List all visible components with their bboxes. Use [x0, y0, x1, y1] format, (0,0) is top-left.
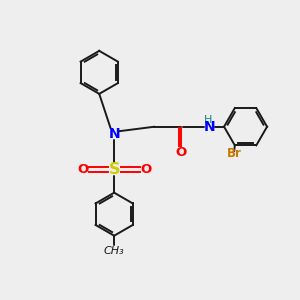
Text: N: N	[204, 120, 215, 134]
Text: O: O	[140, 163, 151, 176]
Text: H: H	[204, 115, 212, 125]
Text: S: S	[108, 162, 120, 177]
Text: N: N	[108, 127, 120, 141]
Text: CH₃: CH₃	[104, 246, 124, 256]
Text: Br: Br	[226, 147, 241, 160]
Text: O: O	[77, 163, 88, 176]
Text: O: O	[176, 146, 187, 160]
